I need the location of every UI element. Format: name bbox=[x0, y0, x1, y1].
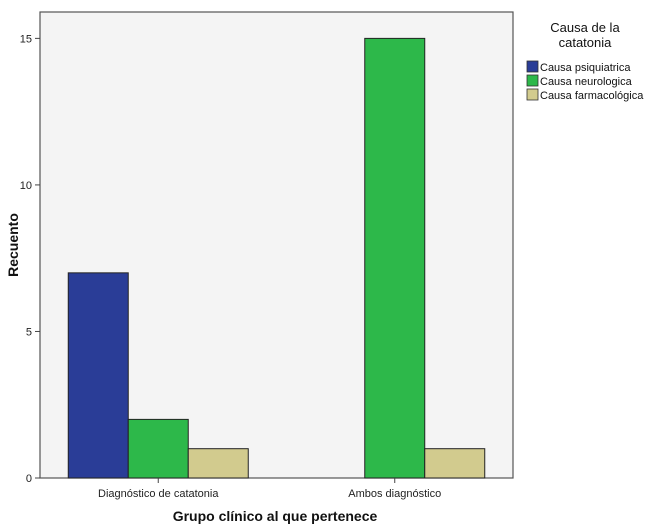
y-tick-label: 10 bbox=[20, 180, 32, 192]
bar bbox=[67, 272, 129, 479]
legend-swatch bbox=[526, 74, 539, 87]
legend: Causa de la catatonia Causa psiquiatrica… bbox=[526, 20, 644, 102]
y-tick-label: 5 bbox=[26, 326, 32, 338]
y-tick-label: 15 bbox=[20, 33, 32, 45]
legend-swatch bbox=[526, 60, 539, 73]
legend-label: Causa neurologica bbox=[540, 76, 633, 88]
legend-items: Causa psiquiatrica Causa neurologica Causa… bbox=[526, 60, 644, 102]
legend-swatch bbox=[526, 88, 539, 101]
x-tick-label: Diagnóstico de catatonia bbox=[98, 488, 219, 500]
y-axis-title: Recuento bbox=[5, 213, 21, 277]
legend-title-line2: catatonia bbox=[559, 35, 613, 50]
x-axis: Diagnóstico de catatonia Ambos diagnóstic… bbox=[98, 478, 441, 500]
y-tick-label: 0 bbox=[26, 473, 32, 485]
bar bbox=[187, 448, 249, 479]
bars-group bbox=[67, 37, 486, 479]
y-axis: 0 5 10 15 bbox=[20, 33, 40, 485]
legend-label: Causa psiquiatrica bbox=[540, 62, 631, 74]
bar bbox=[424, 448, 486, 479]
x-tick-label: Ambos diagnóstico bbox=[348, 488, 441, 500]
x-axis-title: Grupo clínico al que pertenece bbox=[173, 508, 378, 524]
legend-label: Causa farmacológica bbox=[540, 90, 644, 102]
legend-title-line1: Causa de la bbox=[550, 20, 620, 35]
bar bbox=[364, 37, 426, 479]
bar bbox=[127, 418, 189, 479]
